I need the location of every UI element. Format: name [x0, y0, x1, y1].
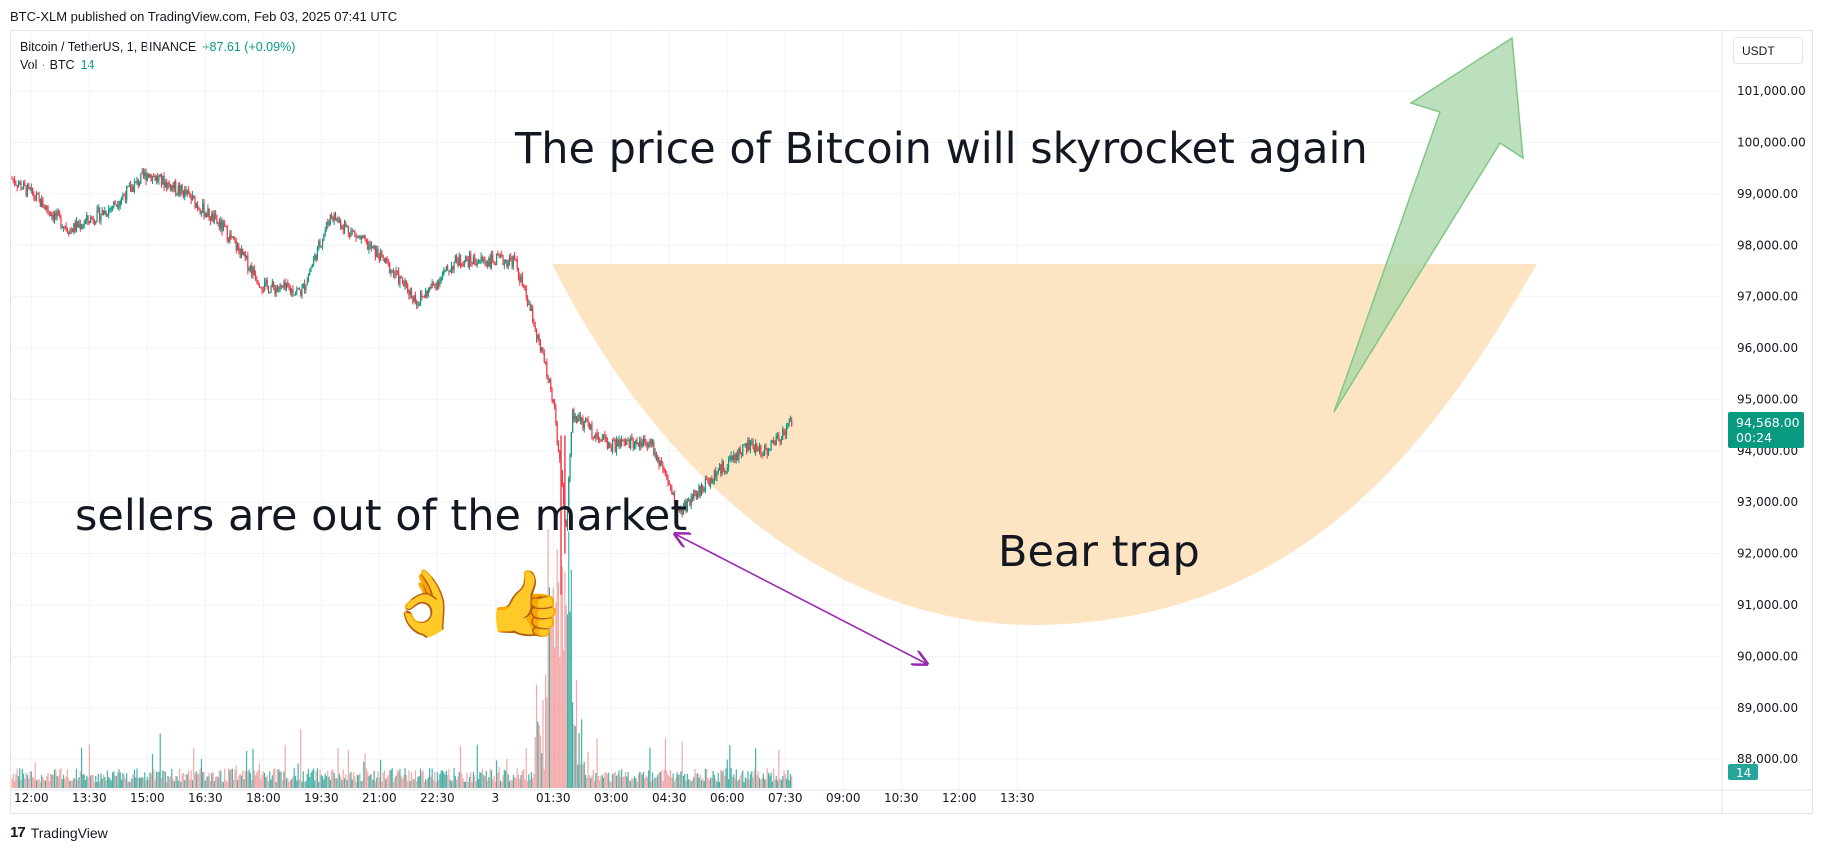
- chart-frame[interactable]: [10, 30, 1813, 814]
- currency-selector[interactable]: USDT: [1733, 37, 1803, 64]
- tradingview-brand[interactable]: 17 TradingView: [10, 824, 108, 841]
- volume-label: Vol: [20, 58, 38, 72]
- symbol-name[interactable]: Bitcoin / TetherUS, 1, BINANCE: [20, 40, 197, 54]
- volume-legend[interactable]: Vol · BTC 14: [20, 58, 94, 72]
- brand-name: TradingView: [30, 824, 108, 841]
- legend-dot: ·: [41, 58, 46, 72]
- volume-value: 14: [80, 58, 95, 72]
- tradingview-logo-icon: 17: [10, 824, 26, 841]
- symbol-legend[interactable]: Bitcoin / TetherUS, 1, BINANCE +87.61 (+0…: [20, 40, 295, 54]
- volume-currency: BTC: [49, 58, 75, 72]
- published-caption: BTC-XLM published on TradingView.com, Fe…: [10, 9, 398, 24]
- price-change: +87.61 (+0.09%): [202, 40, 296, 54]
